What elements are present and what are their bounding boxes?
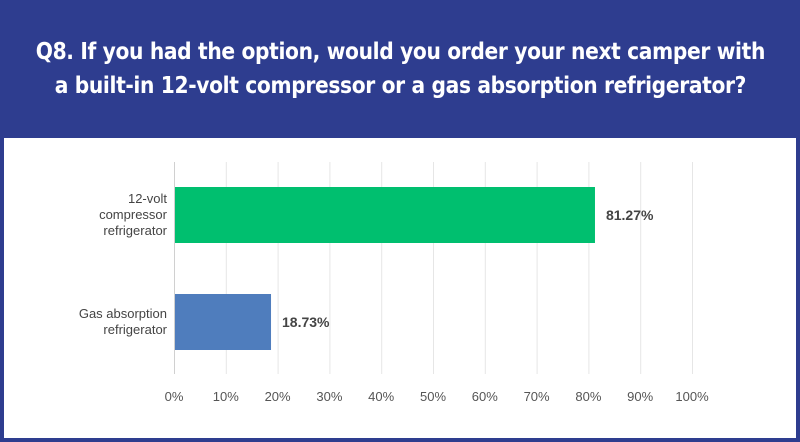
category-label: 12-volt compressor refrigerator xyxy=(99,191,168,238)
category-label: Gas absorption refrigerator xyxy=(79,306,168,337)
x-tick-label: 100% xyxy=(675,389,709,404)
bar xyxy=(175,187,595,243)
x-tick-label: 70% xyxy=(524,389,550,404)
x-tick-label: 10% xyxy=(213,389,239,404)
bar-chart: 0% 10% 20% 30% 40% 50% 60% 70% 80% 90% 100% 81.27% 1… xyxy=(79,162,709,404)
x-tick-label: 80% xyxy=(575,389,601,404)
x-tick-label: 90% xyxy=(627,389,653,404)
data-label: 18.73% xyxy=(282,314,330,330)
x-tick-label: 20% xyxy=(265,389,291,404)
data-label: 81.27% xyxy=(606,207,654,223)
question-line-2: a built-in 12-volt compressor or a gas a… xyxy=(54,73,746,99)
category-label-line: 12-volt xyxy=(128,191,167,206)
x-tick-label: 30% xyxy=(316,389,342,404)
question-title: Q8. If you had the option, would you ord… xyxy=(35,35,765,103)
header-banner: Q8. If you had the option, would you ord… xyxy=(0,0,800,138)
category-label-line: Gas absorption xyxy=(79,306,167,321)
bar xyxy=(175,294,272,350)
chart-panel: 0% 10% 20% 30% 40% 50% 60% 70% 80% 90% 100% 81.27% 1… xyxy=(4,138,796,438)
x-tick-label: 50% xyxy=(420,389,446,404)
category-label-line: refrigerator xyxy=(103,223,167,238)
question-line-1: Q8. If you had the option, would you ord… xyxy=(35,39,765,65)
x-tick-label: 0% xyxy=(165,389,184,404)
category-label-line: compressor xyxy=(99,207,168,222)
x-tick-label: 40% xyxy=(368,389,394,404)
category-label-line: refrigerator xyxy=(103,322,167,337)
x-tick-label: 60% xyxy=(472,389,498,404)
